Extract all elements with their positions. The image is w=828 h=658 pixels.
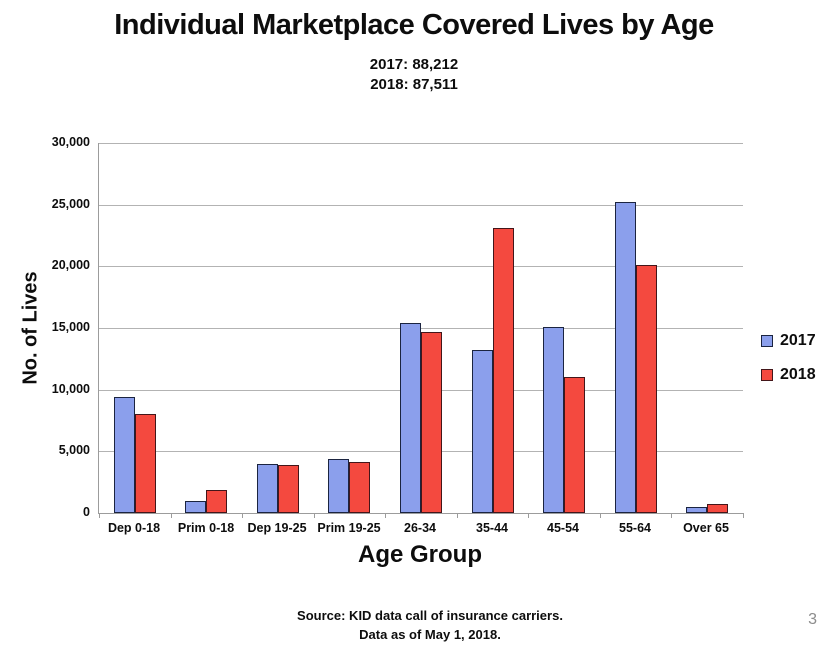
bar-2018-45-54 bbox=[564, 377, 585, 513]
data-as-of-line: Data as of May 1, 2018. bbox=[359, 627, 501, 642]
chart-title: Individual Marketplace Covered Lives by … bbox=[114, 9, 714, 41]
bar-2018-55-64 bbox=[636, 265, 657, 513]
x-tick-label-prim-19-25: Prim 19-25 bbox=[317, 521, 381, 535]
x-tick-mark bbox=[457, 513, 458, 518]
y-tick-label-30000: 30,000 bbox=[51, 135, 90, 149]
legend-label-2018: 2018 bbox=[780, 366, 816, 383]
bar-2017-45-54 bbox=[543, 327, 564, 513]
x-tick-label-35-44: 35-44 bbox=[476, 521, 508, 535]
bar-2018-prim-0-18 bbox=[206, 490, 227, 513]
legend: 2017 2018 bbox=[761, 331, 816, 399]
x-tick-label-26-34: 26-34 bbox=[404, 521, 436, 535]
bar-2017-over-65 bbox=[686, 507, 707, 513]
x-tick-mark bbox=[385, 513, 386, 518]
gridline-20000 bbox=[99, 266, 743, 267]
legend-item-2017: 2017 bbox=[761, 331, 816, 351]
bar-2017-prim-19-25 bbox=[328, 459, 349, 513]
bar-2017-26-34 bbox=[400, 323, 421, 513]
x-tick-mark bbox=[171, 513, 172, 518]
x-tick-mark bbox=[600, 513, 601, 518]
y-tick-label-25000: 25,000 bbox=[51, 197, 90, 211]
source-line: Source: KID data call of insurance carri… bbox=[297, 608, 563, 623]
x-tick-label-55-64: 55-64 bbox=[619, 521, 651, 535]
x-tick-mark bbox=[314, 513, 315, 518]
bar-2017-dep-19-25 bbox=[257, 464, 278, 513]
x-tick-label-dep-19-25: Dep 19-25 bbox=[247, 521, 307, 535]
legend-label-2017: 2017 bbox=[780, 332, 816, 349]
bar-2018-prim-19-25 bbox=[349, 462, 370, 513]
x-axis-labels: Dep 0-18 Prim 0-18 Dep 19-25 Prim 19-25 26-3… bbox=[98, 521, 742, 537]
chart-subtitle: 2017: 88,212 2018: 87,511 bbox=[0, 55, 828, 95]
subtitle-2017: 2017: 88,212 bbox=[369, 56, 459, 73]
bar-2018-35-44 bbox=[493, 228, 514, 513]
page-number: 3 bbox=[808, 611, 817, 628]
bar-2018-dep-0-18 bbox=[135, 414, 156, 513]
x-tick-mark bbox=[743, 513, 744, 518]
x-tick-label-over-65: Over 65 bbox=[683, 521, 729, 535]
bar-2017-prim-0-18 bbox=[185, 501, 206, 513]
y-tick-label-0: 0 bbox=[83, 505, 90, 519]
x-tick-mark bbox=[528, 513, 529, 518]
x-tick-mark bbox=[671, 513, 672, 518]
gridline-30000 bbox=[99, 143, 743, 144]
gridline-15000 bbox=[99, 328, 743, 329]
bar-2017-35-44 bbox=[472, 350, 493, 513]
x-tick-label-dep-0-18: Dep 0-18 bbox=[107, 521, 161, 535]
plot-area bbox=[98, 143, 744, 518]
bar-2017-55-64 bbox=[615, 202, 636, 513]
y-tick-label-20000: 20,000 bbox=[51, 258, 90, 272]
legend-item-2018: 2018 bbox=[761, 365, 816, 385]
y-tick-label-10000: 10,000 bbox=[51, 382, 90, 396]
x-tick-label-prim-0-18: Prim 0-18 bbox=[177, 521, 235, 535]
legend-swatch-2018-icon bbox=[761, 369, 773, 381]
x-tick-mark bbox=[99, 513, 100, 518]
bar-2017-dep-0-18 bbox=[114, 397, 135, 513]
y-tick-label-15000: 15,000 bbox=[51, 320, 90, 334]
x-tick-label-45-54: 45-54 bbox=[547, 521, 579, 535]
y-tick-label-5000: 5,000 bbox=[58, 443, 90, 457]
subtitle-2018: 2018: 87,511 bbox=[370, 76, 458, 93]
x-tick-mark bbox=[242, 513, 243, 518]
source-note: Source: KID data call of insurance carri… bbox=[130, 606, 730, 644]
legend-swatch-2017-icon bbox=[761, 335, 773, 347]
gridline-25000 bbox=[99, 205, 743, 206]
y-axis-labels: 0 5,000 10,000 15,000 20,000 25,000 30,000 bbox=[16, 135, 90, 519]
bar-2018-dep-19-25 bbox=[278, 465, 299, 513]
x-axis-title: Age Group bbox=[358, 541, 482, 568]
bar-2018-26-34 bbox=[421, 332, 442, 513]
bar-2018-over-65 bbox=[707, 504, 728, 513]
